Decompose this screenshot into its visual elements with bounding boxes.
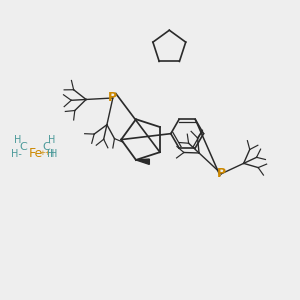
Text: C: C	[43, 142, 50, 152]
Text: H: H	[14, 135, 21, 145]
Polygon shape	[136, 159, 149, 164]
Text: H: H	[48, 135, 56, 145]
Text: P: P	[217, 167, 226, 180]
Text: C: C	[20, 142, 28, 152]
Text: ++: ++	[40, 150, 51, 156]
Text: Fe: Fe	[28, 147, 43, 161]
Text: P: P	[108, 92, 117, 104]
Text: H-: H-	[11, 149, 22, 159]
Text: H: H	[50, 149, 58, 159]
Text: H: H	[47, 149, 54, 159]
